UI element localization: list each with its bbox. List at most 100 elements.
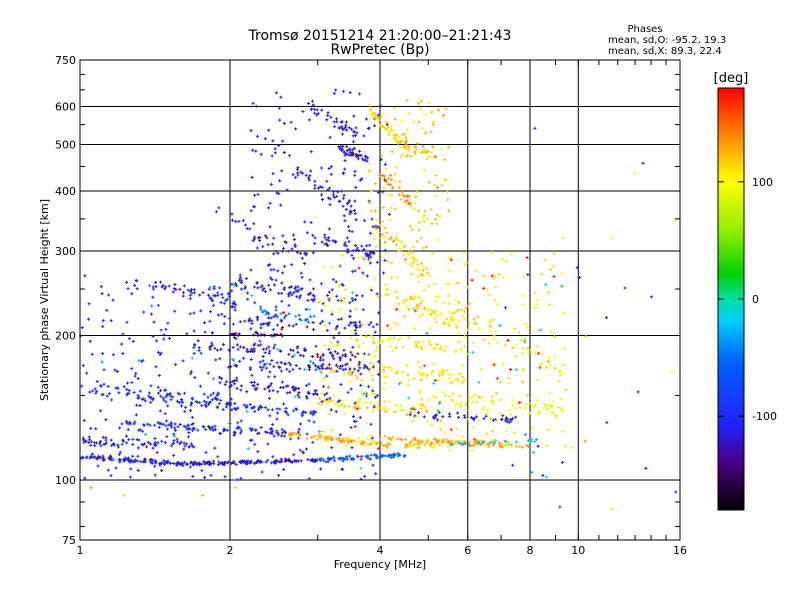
phase-point: [236, 406, 240, 410]
phase-point: [93, 387, 97, 391]
phase-point: [387, 212, 391, 216]
phase-point: [189, 289, 193, 293]
phase-point: [228, 385, 232, 389]
phase-point: [222, 342, 226, 346]
phase-point: [350, 296, 354, 300]
phase-point: [327, 167, 331, 171]
phase-point: [236, 425, 240, 429]
phase-point: [400, 190, 404, 194]
phase-point: [116, 445, 120, 449]
phase-point: [256, 192, 260, 196]
phase-point: [261, 288, 265, 292]
phase-point: [316, 434, 320, 438]
phase-point: [227, 348, 231, 352]
phase-point: [475, 415, 479, 419]
phase-point: [94, 457, 98, 461]
phase-point: [436, 409, 440, 413]
phase-point: [210, 341, 214, 345]
phase-point: [345, 362, 349, 366]
phase-point: [262, 287, 266, 291]
phase-point: [341, 127, 345, 131]
phase-point: [231, 218, 235, 222]
phase-point: [215, 348, 219, 352]
phase-point: [358, 92, 362, 96]
phase-point: [421, 339, 425, 343]
phase-point: [252, 380, 256, 384]
phase-point: [136, 446, 140, 450]
phase-point: [433, 347, 437, 351]
phase-point: [109, 454, 113, 458]
phase-point: [358, 401, 362, 405]
phase-point: [484, 414, 488, 418]
phase-point: [385, 123, 389, 127]
phase-point: [438, 399, 442, 403]
phase-point: [251, 148, 255, 152]
phase-point: [365, 244, 369, 248]
phase-point: [394, 346, 398, 350]
phase-point: [374, 114, 378, 118]
phase-point: [353, 425, 357, 429]
phase-point: [426, 308, 430, 312]
phase-point: [298, 433, 302, 437]
phase-point: [553, 355, 557, 359]
phase-point: [368, 438, 372, 442]
phase-point: [223, 314, 227, 318]
phase-point: [421, 215, 425, 219]
phase-point: [336, 340, 340, 344]
phase-point: [293, 353, 297, 357]
phase-point: [289, 432, 293, 436]
phase-point: [443, 393, 447, 397]
phase-point: [285, 367, 289, 371]
phase-point: [343, 159, 347, 163]
phase-point: [536, 444, 540, 448]
phase-point: [492, 338, 496, 342]
phase-point: [304, 173, 308, 177]
phase-point: [256, 450, 260, 454]
phase-point: [498, 324, 502, 328]
phase-point: [425, 150, 429, 154]
phase-point: [506, 440, 510, 444]
phase-point: [256, 334, 260, 338]
phase-point: [202, 459, 206, 463]
phase-point: [230, 408, 234, 412]
phase-point: [523, 339, 527, 343]
phase-point: [331, 399, 335, 403]
phase-point: [277, 473, 281, 477]
phase-point: [383, 365, 387, 369]
phase-point: [162, 337, 166, 341]
phase-point: [422, 168, 426, 172]
phase-point: [435, 213, 439, 217]
phase-point: [282, 246, 286, 250]
phase-point: [212, 377, 216, 381]
phase-point: [398, 193, 402, 197]
phase-point: [431, 123, 435, 127]
phase-point: [474, 394, 478, 398]
phase-point: [277, 144, 281, 148]
phase-point: [470, 448, 474, 452]
phase-point: [329, 298, 333, 302]
phase-point: [475, 322, 479, 326]
phase-point: [224, 299, 228, 303]
phase-point: [326, 293, 330, 297]
phase-point: [377, 118, 381, 122]
phase-point: [279, 386, 283, 390]
phase-point: [219, 398, 223, 402]
phase-point: [180, 399, 184, 403]
phase-point: [116, 443, 120, 447]
phase-point: [431, 369, 435, 373]
phase-point: [381, 125, 385, 129]
phase-point: [207, 293, 211, 297]
phase-point: [364, 364, 368, 368]
phase-point: [366, 156, 370, 160]
phase-point: [407, 336, 411, 340]
phase-point: [193, 291, 197, 295]
phase-point: [116, 386, 120, 390]
phase-point: [392, 321, 396, 325]
phase-point: [459, 347, 463, 351]
phase-point: [190, 288, 194, 292]
phase-point: [302, 410, 306, 414]
phase-point: [494, 419, 498, 423]
phase-point: [204, 451, 208, 455]
phase-point: [552, 275, 556, 279]
phase-point: [410, 250, 414, 254]
